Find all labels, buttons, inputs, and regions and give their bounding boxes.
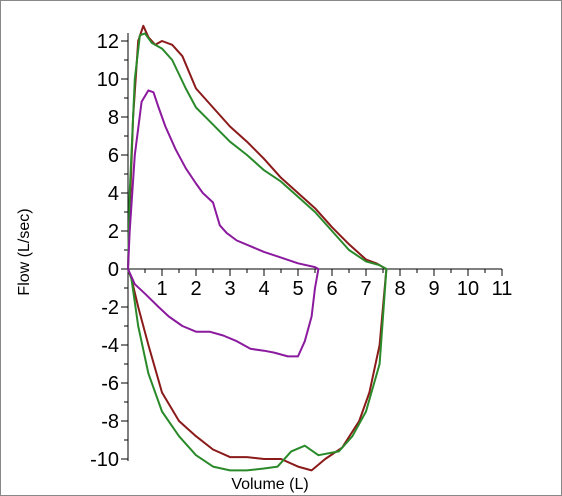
y-tick-label: 6 — [108, 145, 119, 167]
y-tick-label: -4 — [101, 335, 119, 357]
y-tick-label: -8 — [101, 411, 119, 433]
x-tick-label: 10 — [457, 278, 479, 300]
x-tick-label: 6 — [326, 278, 337, 300]
y-axis-title: Flow (L/sec) — [16, 208, 33, 295]
x-tick-label: 2 — [190, 278, 201, 300]
x-tick-label: 7 — [360, 278, 371, 300]
series-line-2 — [127, 32, 388, 472]
x-tick-label: 8 — [394, 278, 405, 300]
x-tick-label: 4 — [258, 278, 269, 300]
y-tick-label: 4 — [108, 183, 119, 205]
series-layer — [127, 24, 388, 472]
x-tick-label: 9 — [428, 278, 439, 300]
y-tick-label: 10 — [97, 69, 119, 91]
y-tick-label: 12 — [97, 31, 119, 53]
x-tick-label: 11 — [492, 278, 513, 300]
x-tick-label: 3 — [224, 278, 235, 300]
x-tick-label: 5 — [292, 278, 303, 300]
series-line-1 — [127, 24, 388, 472]
y-tick-label: -10 — [90, 449, 119, 471]
y-tick-label: 2 — [108, 221, 119, 243]
y-tick-label: 0 — [108, 259, 119, 281]
series-line-3 — [127, 89, 320, 358]
y-tick-label: -2 — [101, 297, 119, 319]
y-tick-label: -6 — [101, 373, 119, 395]
y-tick-label: 8 — [108, 107, 119, 129]
x-tick-label: 1 — [156, 278, 167, 300]
x-axis-title: Volume (L) — [231, 476, 308, 493]
